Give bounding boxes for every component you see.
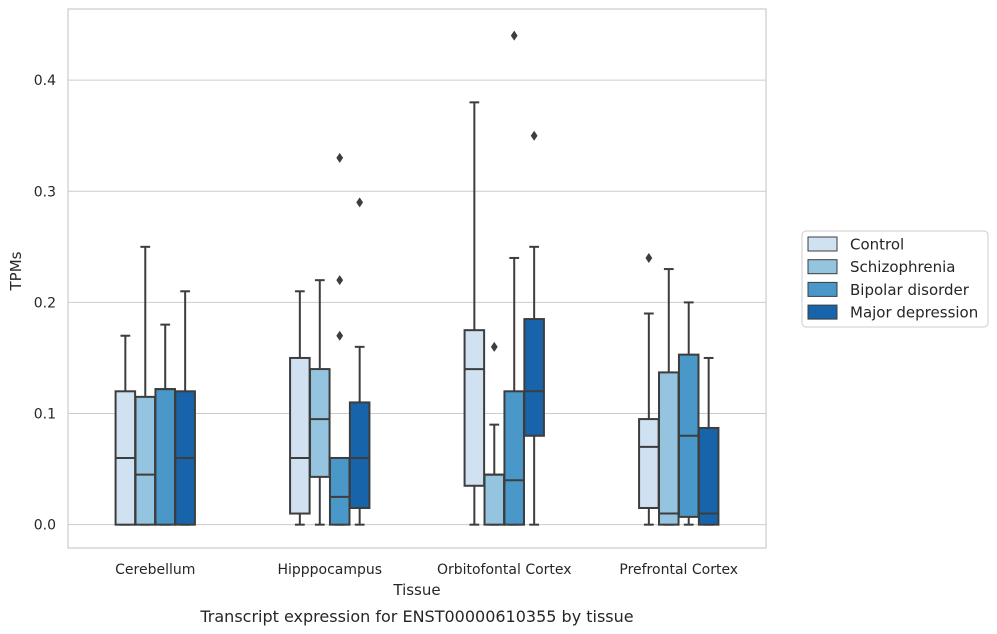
legend-swatch: [807, 236, 838, 252]
x-tick-labels: Cerebellum Hipppocampus Orbitofontal Corte…: [115, 562, 738, 578]
x-tick-label: Orbitofontal Cortex: [437, 562, 572, 578]
box: [503, 390, 525, 526]
series-control: [114, 101, 660, 526]
legend-box: [801, 230, 989, 328]
outlier-point: [336, 275, 344, 286]
outlier-point: [356, 197, 364, 208]
legend-label: Control: [850, 236, 904, 254]
legend-label: Major depression: [850, 304, 978, 322]
box: [463, 329, 486, 487]
legend-swatch: [807, 281, 838, 297]
box: [638, 418, 660, 509]
box: [289, 356, 311, 515]
x-tick-label: Prefrontal Cortex: [619, 562, 738, 578]
outlier-point: [336, 330, 344, 341]
box: [483, 473, 506, 526]
x-tick-label: Hipppocampus: [277, 562, 382, 578]
y-tick-label: 0.0: [34, 518, 56, 534]
x-tick-label: Cerebellum: [115, 562, 195, 578]
box: [154, 388, 176, 526]
chart-caption: Transcript expression for ENST0000061035…: [199, 607, 633, 626]
box-series: [114, 30, 720, 526]
box: [697, 426, 720, 526]
y-axis-label: TPMs: [7, 251, 25, 291]
box: [309, 368, 331, 478]
outlier-point: [645, 252, 653, 263]
legend-label: Bipolar disorder: [850, 281, 970, 299]
box: [348, 401, 371, 509]
outlier-point: [530, 130, 538, 141]
legend: Control Schizophrenia Bipolar disorder Majo…: [801, 230, 989, 328]
box: [658, 371, 680, 526]
outlier-point: [510, 30, 518, 41]
y-tick-label: 0.3: [34, 184, 56, 200]
y-tick-label: 0.2: [34, 295, 56, 311]
outlier-point: [336, 152, 344, 163]
outlier-point: [490, 341, 498, 352]
box: [328, 456, 351, 526]
box: [523, 318, 545, 437]
legend-swatch: [807, 259, 838, 275]
y-tick-label: 0.1: [34, 407, 56, 423]
series-major-depression: [174, 130, 720, 526]
legend-label: Schizophrenia: [850, 258, 955, 276]
y-tick-label: 0.4: [34, 73, 56, 89]
box: [134, 395, 157, 526]
x-axis-label: Tissue: [392, 581, 440, 599]
y-tick-labels: 0.0 0.1 0.2 0.3 0.4: [34, 73, 56, 534]
legend-swatch: [807, 304, 838, 320]
